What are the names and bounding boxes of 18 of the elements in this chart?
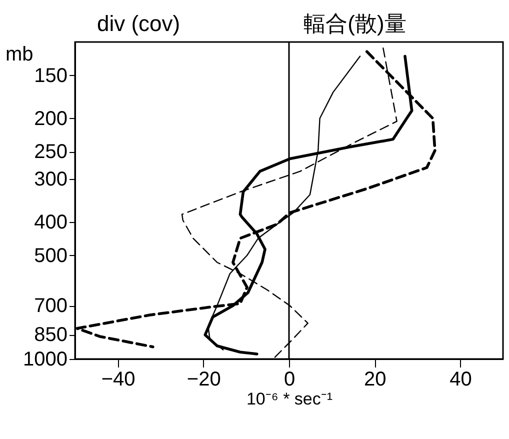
y-tick-label: 300 bbox=[34, 168, 68, 190]
y-tick-label: 150 bbox=[34, 64, 68, 87]
y-tick-label: 200 bbox=[34, 108, 68, 130]
y-axis-title: mb bbox=[6, 44, 34, 66]
y-tick-label: 400 bbox=[34, 212, 68, 234]
y-tick-label: 850 bbox=[34, 324, 68, 346]
y-tick-label: 250 bbox=[34, 141, 68, 164]
x-tick-label: 0 bbox=[284, 368, 296, 390]
x-tick-label: 20 bbox=[364, 368, 386, 390]
x-tick-label: −40 bbox=[101, 368, 136, 390]
x-axis-title: 10⁻⁶ * sec⁻¹ bbox=[246, 390, 333, 408]
y-tick-label: 500 bbox=[34, 244, 68, 267]
text: 輻合(散)量 bbox=[304, 11, 406, 36]
x-tick-label: −20 bbox=[186, 368, 221, 390]
x-tick-label: 40 bbox=[450, 368, 472, 390]
y-tick-label: 700 bbox=[34, 295, 68, 318]
chart-title: div (cov) bbox=[97, 11, 180, 36]
y-tick-label: 1000 bbox=[23, 348, 68, 370]
